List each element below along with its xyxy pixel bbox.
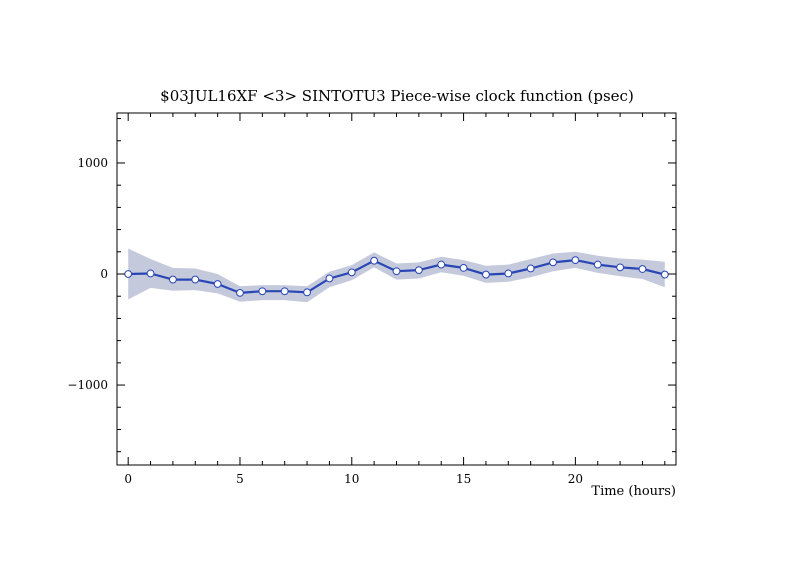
error-band-layer [128,248,665,303]
data-point [258,287,267,296]
data-point [638,265,647,273]
tick-layer [117,113,676,465]
data-point [124,270,133,278]
x-tick-label: 0 [124,472,132,486]
data-point [526,264,535,273]
data-point [549,258,557,267]
data-point [303,288,311,297]
data-point [437,260,446,269]
data-point [236,288,244,297]
data-point [660,270,669,279]
x-tick-label: 20 [568,472,583,486]
data-point [414,266,423,275]
data-point [392,267,401,276]
x-tick-label: 15 [456,472,471,486]
data-point [616,263,624,272]
error-band [128,248,665,303]
marker-layer [124,256,669,297]
data-point [370,256,379,265]
data-point [191,275,200,284]
x-axis-label: Time (hours) [591,484,676,499]
data-point [593,260,602,269]
data-point [169,275,177,284]
data-point [146,269,155,278]
chart-title: $03JUL16XF <3> SINTOTU3 Piece-wise clock… [160,87,634,105]
data-point [213,280,222,288]
x-tick-label: 5 [236,472,244,486]
data-point [325,274,334,283]
x-tick-label: 10 [344,472,359,486]
y-tick-label: 1000 [77,156,108,170]
data-point [280,287,289,296]
data-point [482,270,490,279]
y-tick-label: −1000 [67,378,108,392]
data-point [504,269,513,278]
data-point [571,256,580,265]
tick-label-layer: 0 5 10 15 20 −1000 0 1000 [67,156,583,486]
data-point [347,268,356,277]
y-tick-label: 0 [100,267,108,281]
data-point [459,264,468,272]
